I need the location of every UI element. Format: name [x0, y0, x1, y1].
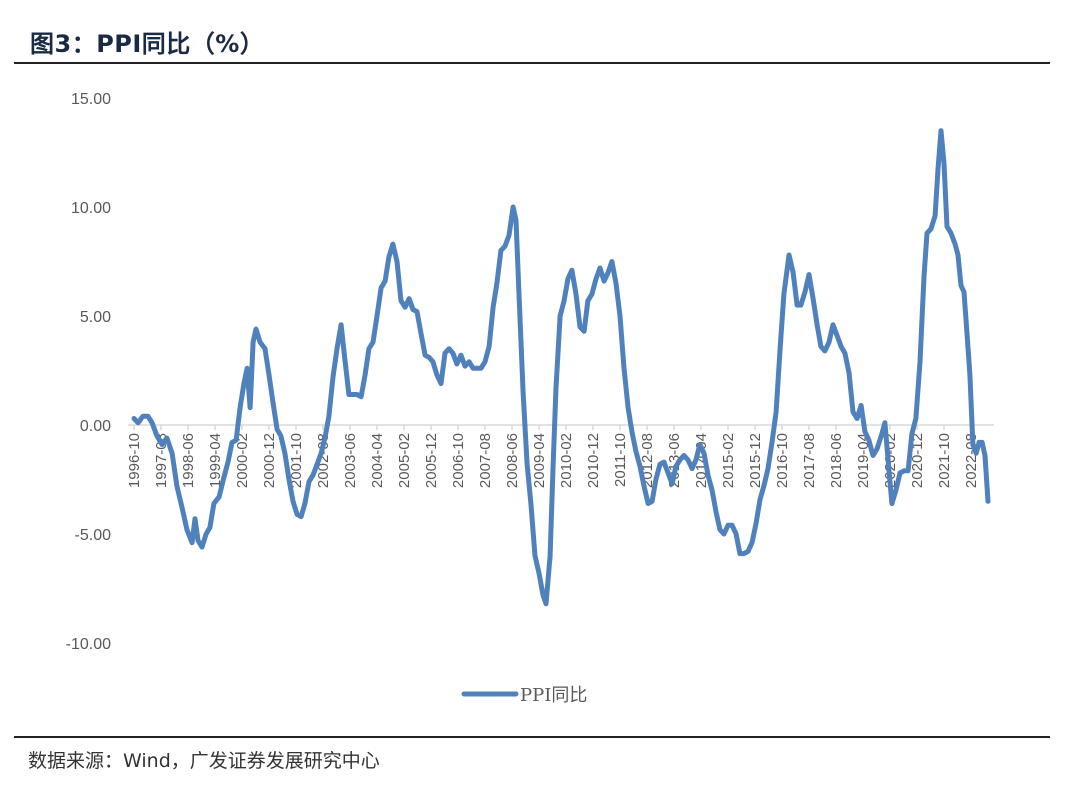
title-divider [14, 62, 1050, 64]
x-tick-label: 2003-06 [342, 433, 359, 488]
x-tick-label: 2006-10 [450, 433, 467, 488]
y-tick-label: -5.00 [75, 527, 112, 544]
x-tick-label: 2020-12 [909, 433, 926, 488]
x-tick-label: 2018-06 [828, 433, 845, 488]
x-tick-label: 1998-06 [180, 433, 197, 488]
x-tick-label: 2002-08 [315, 433, 332, 488]
x-tick-label: 2010-12 [585, 433, 602, 488]
x-tick-label: 2019-04 [855, 433, 872, 488]
x-tick-label: 2005-02 [396, 433, 413, 488]
x-tick-label: 1999-04 [207, 433, 224, 488]
x-tick-label: 2009-04 [531, 433, 548, 488]
source-divider [14, 736, 1050, 738]
x-tick-label: 2015-02 [720, 433, 737, 488]
x-tick-label: 2017-08 [801, 433, 818, 488]
x-tick-label: 2001-10 [288, 433, 305, 488]
x-tick-label: 2004-04 [369, 433, 386, 488]
series-line-ppi [131, 128, 991, 607]
x-tick-label: 2011-10 [612, 433, 629, 487]
y-tick-label: 5.00 [80, 309, 111, 326]
y-axis: 15.00 10.00 5.00 0.00 -5.00 -10.00 [66, 91, 111, 653]
x-tick-label: 2008-06 [504, 433, 521, 488]
chart-title: 图3：PPI同比（%） [30, 30, 265, 58]
x-tick-label: 2010-02 [558, 433, 575, 488]
x-tick-label: 2000-02 [234, 433, 251, 488]
x-tick-label: 2015-12 [747, 433, 764, 488]
legend-label: PPI同比 [520, 685, 587, 706]
x-tick-label: 2005-12 [423, 433, 440, 488]
y-tick-label: 0.00 [80, 418, 111, 435]
y-tick-label: -10.00 [66, 636, 111, 653]
source-note: 数据来源：Wind，广发证券发展研究中心 [28, 750, 380, 772]
y-tick-label: 15.00 [71, 91, 111, 108]
x-tick-label: 1996-10 [126, 433, 143, 488]
x-tick-label: 2007-08 [477, 433, 494, 488]
legend: PPI同比 [461, 685, 587, 706]
x-tick-label: 2000-12 [261, 433, 278, 488]
x-tick-label: 2021-10 [936, 433, 953, 488]
x-tick-label: 1997-08 [153, 433, 170, 488]
x-axis: 1996-10 1997-08 1998-06 1999-04 2000-02 2000-… [126, 425, 980, 488]
x-tick-label: 2016-10 [774, 433, 791, 488]
y-tick-label: 10.00 [71, 200, 111, 217]
